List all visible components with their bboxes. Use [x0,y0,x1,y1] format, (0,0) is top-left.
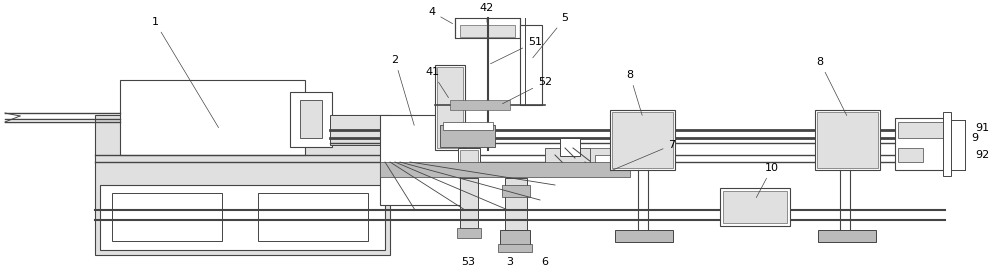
Text: 91: 91 [975,123,989,133]
Bar [898,122,944,138]
Bar [440,125,495,147]
Bar [457,228,481,238]
Text: 8: 8 [626,70,642,115]
Bar [502,185,530,197]
Bar [455,18,520,38]
Bar [498,244,532,252]
Bar [723,191,787,223]
Bar [818,230,876,242]
Text: 2: 2 [391,55,414,125]
Bar [610,110,675,170]
Bar [615,230,673,242]
Text: 52: 52 [502,77,552,104]
Text: 41: 41 [425,67,448,98]
Text: 92: 92 [975,150,989,160]
Bar [258,193,368,241]
Bar [437,67,463,148]
Text: 4: 4 [428,7,453,24]
Text: 3: 3 [507,257,514,267]
Bar [720,188,790,226]
Bar [112,193,222,241]
Bar [560,138,580,156]
Text: 10: 10 [756,163,779,198]
Bar [898,148,923,162]
Bar [458,148,480,166]
Bar [520,25,542,105]
Bar [895,118,947,170]
Bar [450,100,510,110]
Bar [595,155,610,167]
Bar [380,162,630,177]
Bar [460,178,478,228]
Bar [612,112,673,168]
Bar [817,112,878,168]
Text: 6: 6 [542,257,548,267]
Bar [443,122,493,130]
Text: 42: 42 [480,3,494,22]
Bar [590,148,612,163]
Bar [435,65,465,150]
Bar [120,80,305,155]
Bar [330,115,390,145]
Text: 9: 9 [971,133,979,143]
Bar [290,92,332,147]
Text: 8: 8 [816,57,847,116]
Text: 7: 7 [611,140,676,171]
Bar [300,100,322,138]
Bar [460,150,478,164]
Bar [943,112,951,176]
Bar [100,185,385,250]
Text: 5: 5 [533,13,568,58]
Bar [500,230,530,245]
Text: 51: 51 [490,37,542,64]
Text: 1: 1 [152,17,219,128]
Bar [815,110,880,170]
Bar [380,115,460,205]
Bar [505,178,527,230]
Text: 53: 53 [461,257,475,267]
Bar [95,115,390,255]
Bar [545,148,590,173]
Bar [460,25,515,37]
